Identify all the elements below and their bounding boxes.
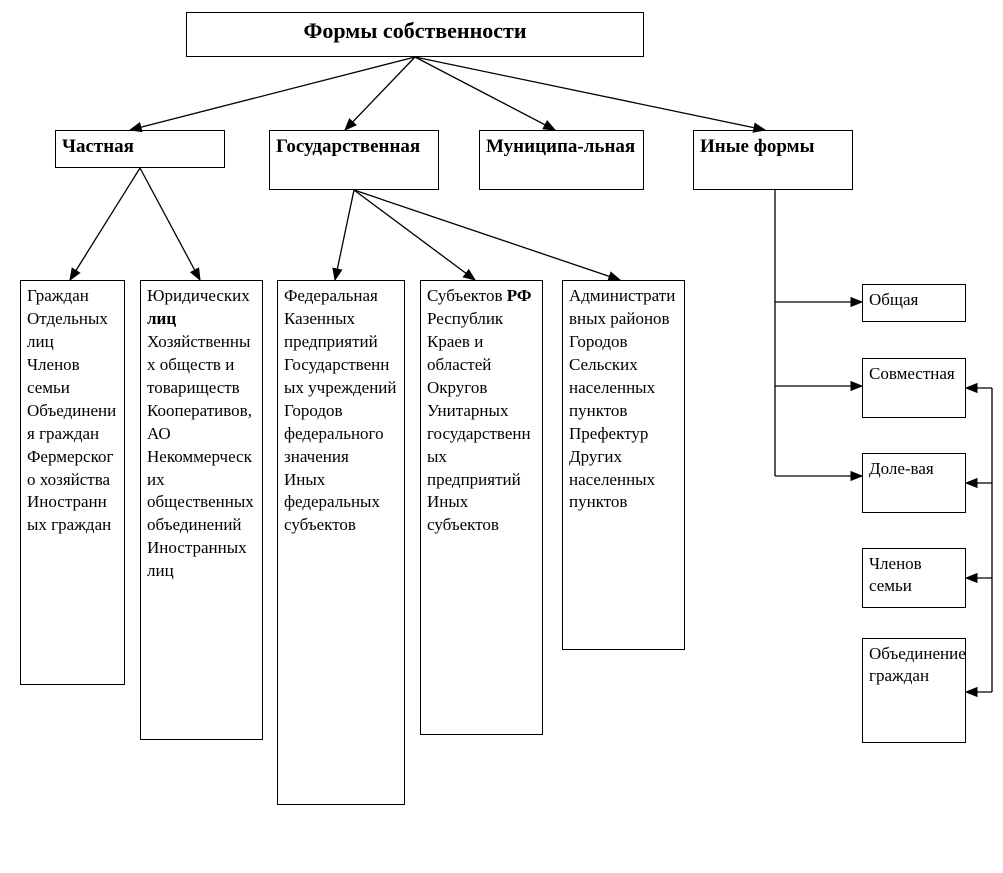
other-sub-node-members: Членов семьи: [862, 548, 966, 608]
leaf-node-admin: Административных районов Городов Сельских …: [562, 280, 685, 650]
other-sub-label: Совместная: [869, 364, 955, 383]
other-sub-node-share: Доле-вая: [862, 453, 966, 513]
leaf-text: Иных федеральных субъектов: [284, 470, 380, 535]
leaf-text: РФ: [507, 286, 532, 305]
root-node: Формы собственности: [186, 12, 644, 57]
leaf-text: Административных районов: [569, 286, 675, 328]
other-sub-label: Общая: [869, 290, 918, 309]
leaf-text: Хозяйственных обществ и товариществ: [147, 332, 250, 397]
leaf-text: Отдельных лиц: [27, 309, 108, 351]
level2-node-private: Частная: [55, 130, 225, 168]
leaf-text: Иных субъектов: [427, 492, 499, 534]
leaf-text: Округов: [427, 378, 487, 397]
leaf-text: Членов семьи: [27, 355, 80, 397]
leaf-node-citizens: Граждан Отдельных лицЧленов семьиОбъедине…: [20, 280, 125, 685]
leaf-text: Субъектов: [427, 286, 507, 305]
other-sub-node-common: Общая: [862, 284, 966, 322]
leaf-text: Фермерского хозяйства: [27, 447, 113, 489]
level2-label: Государственная: [276, 136, 420, 157]
leaf-text: Краев и областей: [427, 332, 491, 374]
leaf-text: лиц: [147, 309, 176, 328]
other-sub-label: Членов семьи: [869, 554, 922, 595]
leaf-text: Юридических: [147, 286, 250, 305]
leaf-text: Некоммерческих общественных объединений: [147, 447, 254, 535]
level2-label: Иные формы: [700, 136, 814, 157]
leaf-text: Кооперативов, АО: [147, 401, 252, 443]
leaf-text: Граждан: [27, 286, 89, 305]
leaf-text: Иностранных лиц: [147, 538, 247, 580]
leaf-text: Объединения граждан: [27, 401, 116, 443]
leaf-text: Унитарных государственных предприятий: [427, 401, 531, 489]
leaf-text: Префектур: [569, 424, 648, 443]
leaf-node-federal: Федеральная Казенных предприятийГосударст…: [277, 280, 405, 805]
leaf-node-subjects: Субъектов РФРеспублик Краев и областей Окр…: [420, 280, 543, 735]
leaf-text: Республик: [427, 309, 503, 328]
level2-label: Муниципа-льная: [486, 136, 635, 157]
other-sub-label: Объединение граждан: [869, 644, 966, 685]
other-sub-node-joint: Совместная: [862, 358, 966, 418]
root-label: Формы собственности: [303, 18, 526, 43]
leaf-text: Государственных учреждений: [284, 355, 397, 397]
other-sub-node-union: Объединение граждан: [862, 638, 966, 743]
leaf-text: Городов федерального значения: [284, 401, 384, 466]
leaf-text: Иностранных граждан: [27, 492, 111, 534]
level2-node-municipal: Муниципа-льная: [479, 130, 644, 190]
level2-node-state: Государственная: [269, 130, 439, 190]
leaf-text: Других населенных пунктов: [569, 447, 655, 512]
leaf-text: Городов: [569, 332, 628, 351]
leaf-text: Сельских населенных пунктов: [569, 355, 655, 420]
level2-node-other: Иные формы: [693, 130, 853, 190]
leaf-text: Казенных предприятий: [284, 309, 378, 351]
level2-label: Частная: [62, 136, 134, 157]
leaf-text: Федеральная: [284, 286, 378, 305]
leaf-node-legal: Юридических лиц Хозяйственных обществ и т…: [140, 280, 263, 740]
other-sub-label: Доле-вая: [869, 459, 934, 478]
